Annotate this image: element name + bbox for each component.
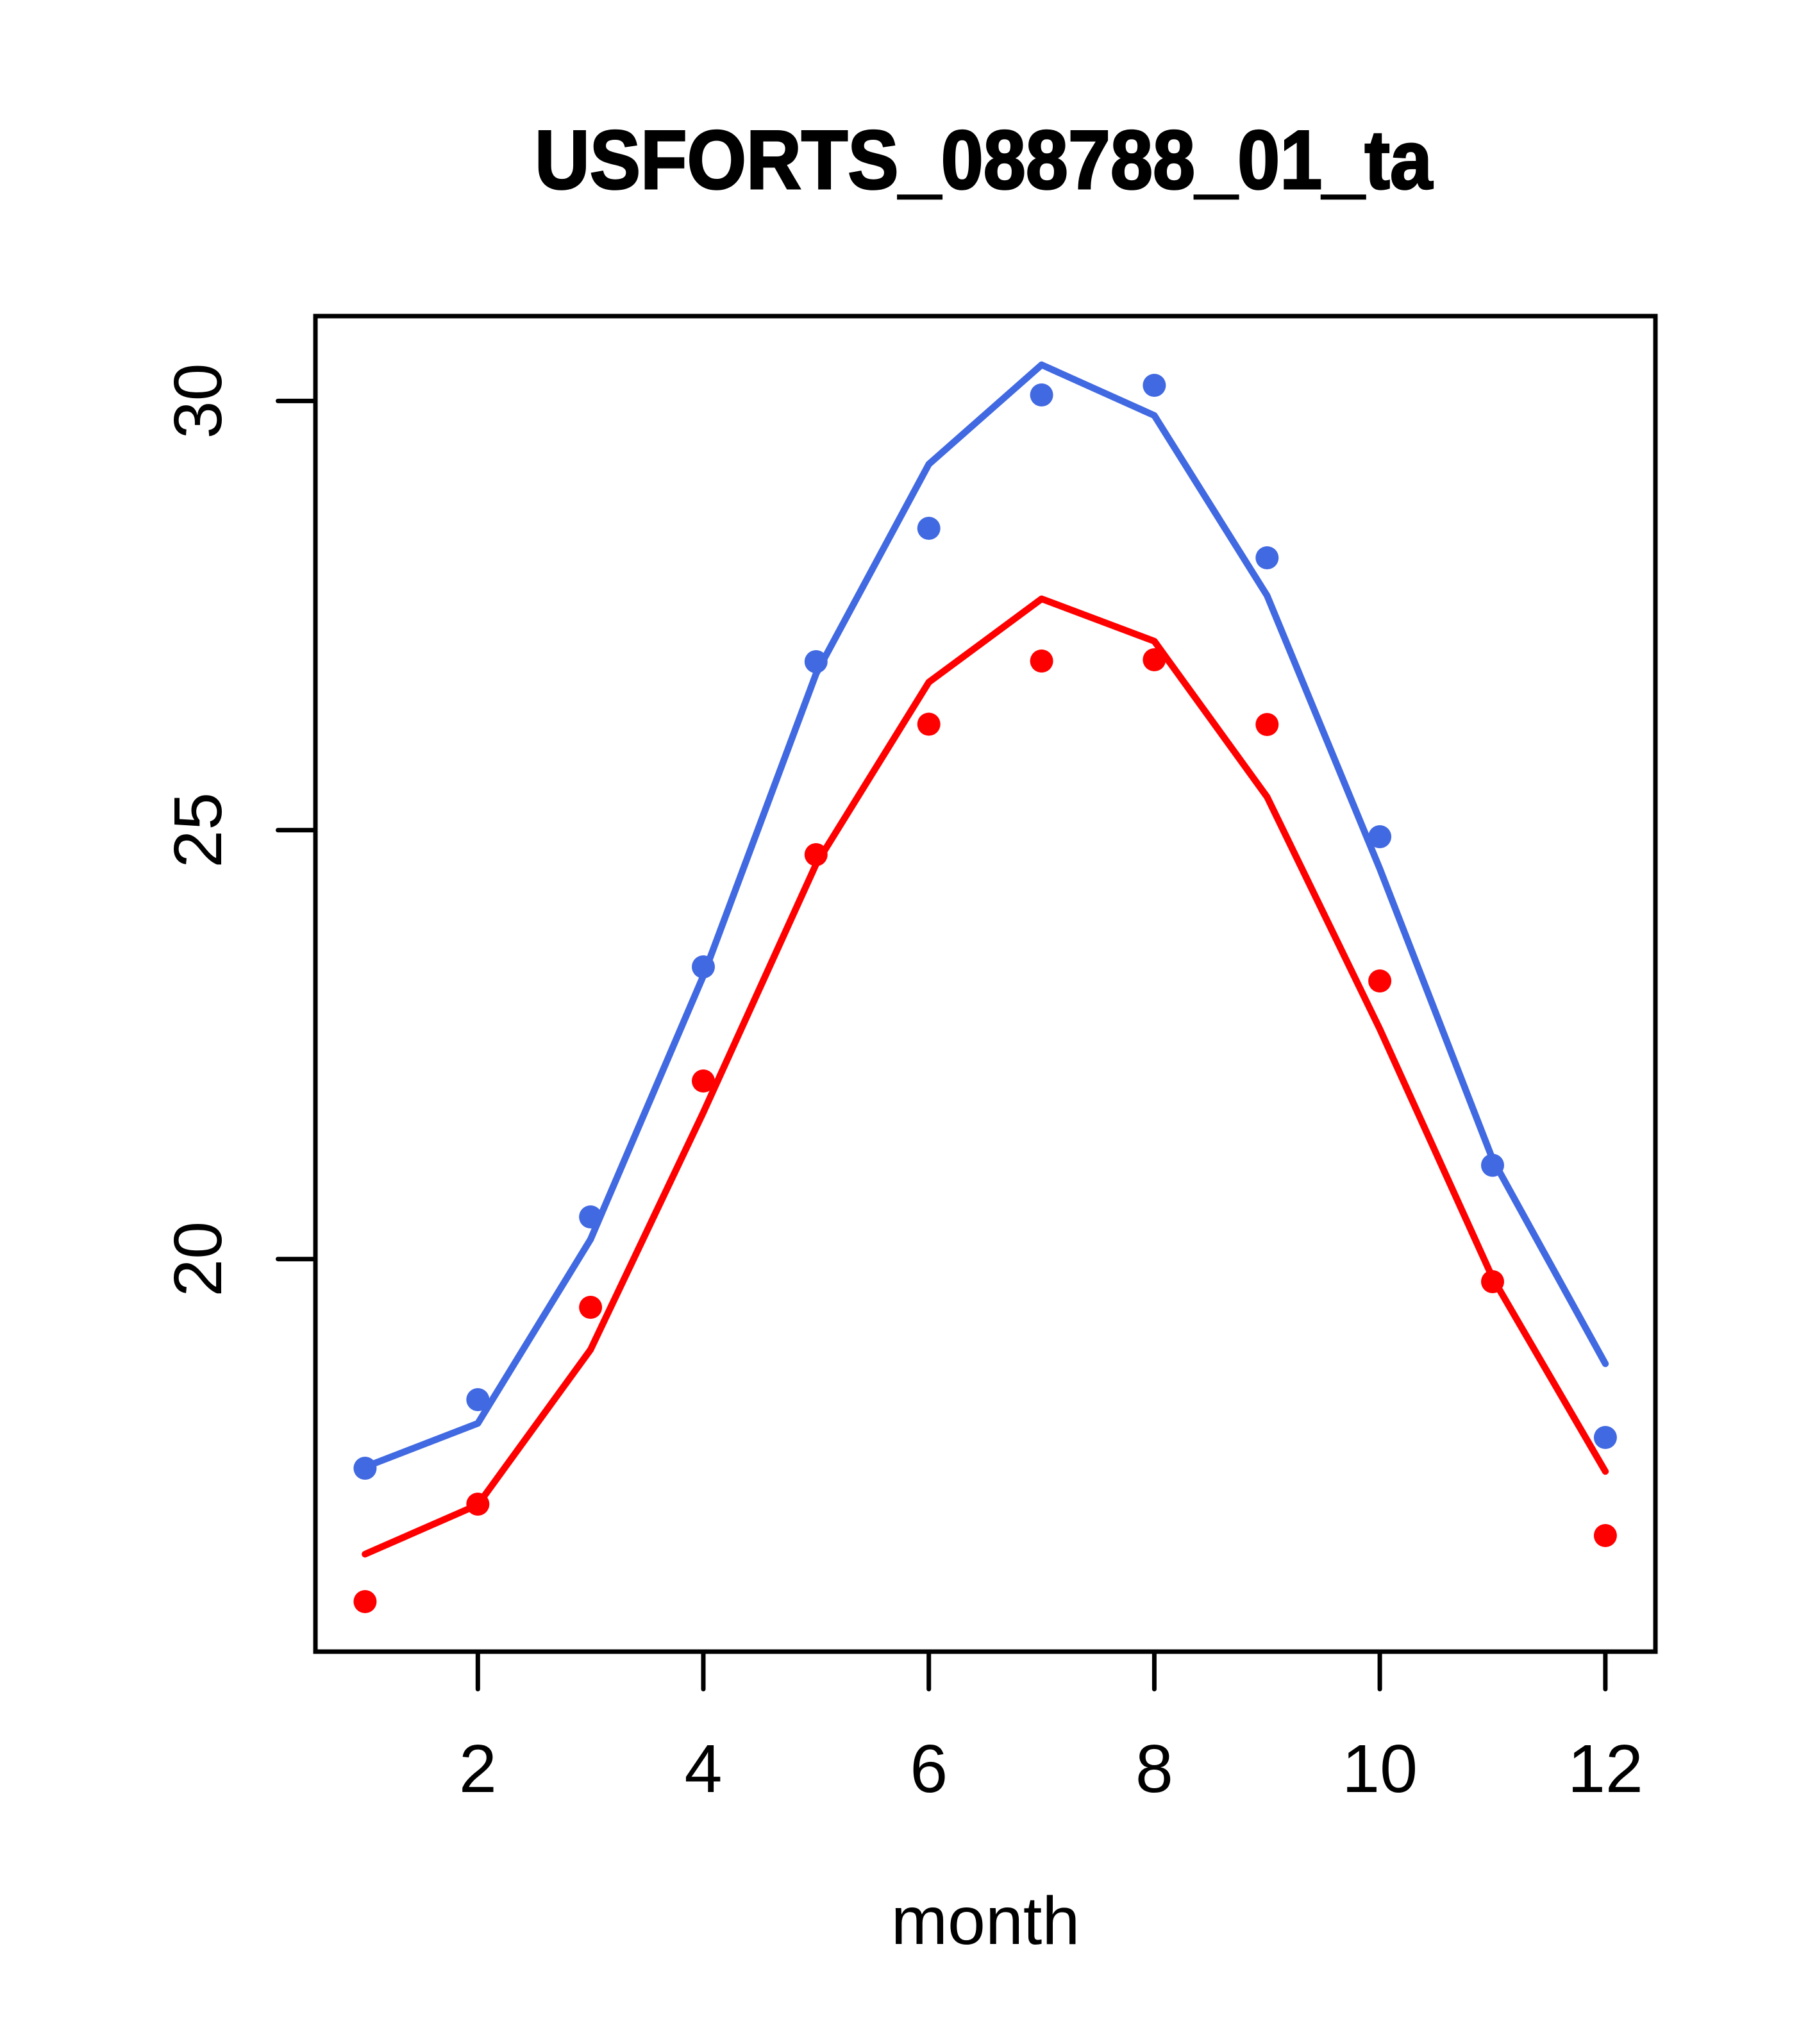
svg-text:2: 2 bbox=[459, 1731, 497, 1807]
svg-text:month: month bbox=[891, 1883, 1080, 1959]
svg-text:10: 10 bbox=[1342, 1731, 1418, 1807]
svg-text:30: 30 bbox=[160, 363, 236, 439]
svg-text:6: 6 bbox=[910, 1731, 948, 1807]
svg-text:12: 12 bbox=[1568, 1731, 1643, 1807]
svg-text:USFORTS_088788_01_ta: USFORTS_088788_01_ta bbox=[535, 113, 1434, 206]
svg-text:25: 25 bbox=[160, 792, 236, 868]
svg-text:8: 8 bbox=[1135, 1731, 1173, 1807]
svg-text:20: 20 bbox=[160, 1221, 236, 1297]
svg-text:4: 4 bbox=[685, 1731, 723, 1807]
